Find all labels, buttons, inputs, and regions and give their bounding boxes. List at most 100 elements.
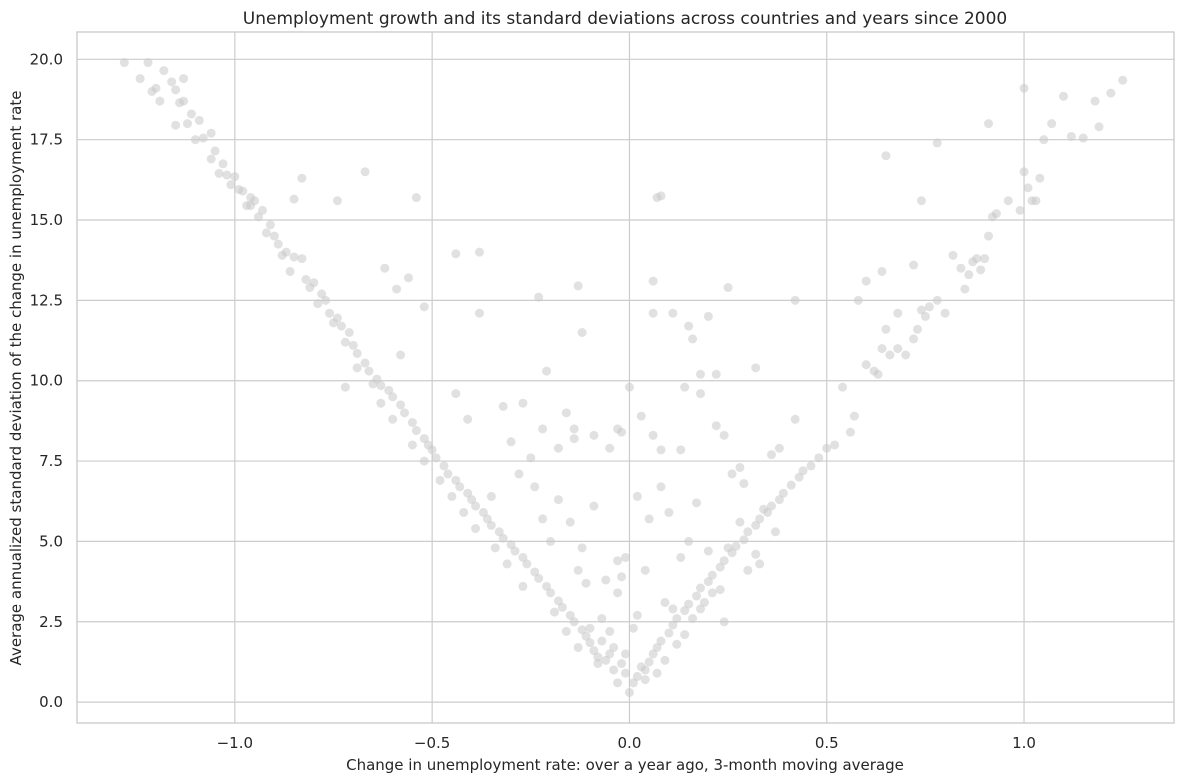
data-point — [719, 430, 729, 440]
data-point — [269, 231, 279, 241]
data-point — [455, 482, 465, 492]
data-point — [340, 382, 350, 392]
data-point — [940, 308, 950, 318]
data-point — [403, 273, 413, 283]
data-point — [502, 559, 512, 569]
data-point — [297, 254, 307, 264]
data-point — [565, 610, 575, 620]
data-point — [648, 430, 658, 440]
chart-title: Unemployment growth and its standard dev… — [243, 9, 1007, 29]
data-point — [218, 159, 228, 169]
data-point — [257, 205, 267, 215]
data-point — [680, 382, 690, 392]
data-point — [147, 86, 157, 96]
data-point — [715, 585, 725, 595]
data-point — [770, 527, 780, 537]
data-point — [656, 636, 666, 646]
data-point — [719, 556, 729, 566]
data-point — [400, 408, 410, 418]
data-point — [774, 495, 784, 505]
data-point — [534, 573, 544, 583]
data-point — [605, 626, 615, 636]
data-point — [790, 414, 800, 424]
data-point — [159, 66, 169, 76]
data-point — [396, 350, 406, 360]
data-point — [597, 614, 607, 624]
data-point — [755, 514, 765, 524]
data-point — [703, 577, 713, 587]
data-point — [522, 559, 532, 569]
y-tick-label: 15.0 — [30, 211, 63, 229]
data-point — [463, 414, 473, 424]
data-point — [913, 324, 923, 334]
data-point — [171, 120, 181, 130]
data-point — [873, 369, 883, 379]
data-point — [695, 369, 705, 379]
data-point — [585, 638, 595, 648]
data-point — [179, 96, 189, 106]
data-point — [845, 427, 855, 437]
data-point — [388, 392, 398, 402]
data-point — [672, 614, 682, 624]
data-point — [664, 507, 674, 517]
data-point — [313, 299, 323, 309]
data-point — [186, 109, 196, 119]
data-point — [707, 588, 717, 598]
data-point — [569, 424, 579, 434]
data-point — [447, 491, 457, 501]
data-point — [538, 424, 548, 434]
data-point — [463, 488, 473, 498]
data-point — [546, 588, 556, 598]
data-point — [565, 517, 575, 527]
data-point — [143, 58, 153, 68]
data-point — [573, 281, 583, 291]
data-point — [581, 631, 591, 641]
data-point — [474, 308, 484, 318]
data-point — [652, 642, 662, 652]
x-tick-label: −1.0 — [217, 734, 253, 752]
data-point — [179, 74, 189, 84]
data-point — [332, 196, 342, 206]
data-point — [632, 671, 642, 681]
data-point — [439, 461, 449, 471]
data-point — [321, 295, 331, 305]
data-point — [790, 295, 800, 305]
data-point — [451, 249, 461, 259]
data-point — [419, 456, 429, 466]
data-point — [419, 302, 429, 312]
data-point — [344, 328, 354, 338]
data-point — [289, 194, 299, 204]
y-tick-label: 5.0 — [39, 532, 63, 550]
data-point — [376, 398, 386, 408]
data-point — [577, 328, 587, 338]
data-point — [648, 649, 658, 659]
data-point — [364, 366, 374, 376]
data-point — [877, 266, 887, 276]
data-point — [557, 602, 567, 612]
data-point — [171, 85, 181, 95]
data-point — [617, 572, 627, 582]
data-point — [498, 401, 508, 411]
data-point — [486, 491, 496, 501]
data-point — [561, 408, 571, 418]
data-point — [755, 559, 765, 569]
x-tick-label: 0.0 — [618, 734, 642, 752]
data-point — [786, 480, 796, 490]
data-point — [392, 284, 402, 294]
data-point — [336, 321, 346, 331]
data-point — [182, 119, 192, 129]
data-point — [297, 173, 307, 183]
data-point — [806, 461, 816, 471]
data-point — [482, 514, 492, 524]
data-point — [660, 597, 670, 607]
data-point — [494, 527, 504, 537]
data-point — [348, 340, 358, 350]
data-point — [621, 552, 630, 562]
data-point — [688, 614, 698, 624]
data-point — [731, 541, 741, 551]
data-point — [640, 675, 650, 685]
data-point — [668, 620, 678, 630]
data-point — [676, 445, 686, 455]
data-point — [743, 527, 753, 537]
data-point — [427, 445, 437, 455]
